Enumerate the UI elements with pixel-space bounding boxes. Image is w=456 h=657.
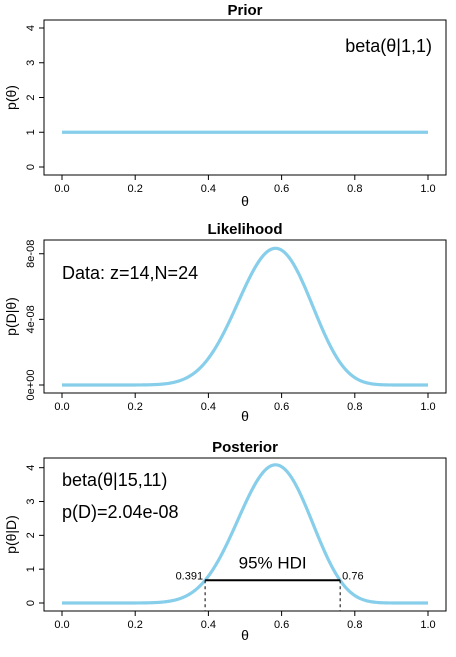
prior-annotation: beta(θ|1,1) bbox=[345, 36, 432, 56]
x-axis-label: θ bbox=[241, 193, 249, 209]
y-tick-label: 1 bbox=[25, 129, 37, 135]
x-tick-label: 0.0 bbox=[54, 183, 69, 195]
x-tick-label: 0.0 bbox=[54, 619, 69, 631]
x-tick-label: 0.6 bbox=[274, 619, 289, 631]
chart-title: Posterior bbox=[212, 439, 278, 456]
y-tick-label: 4 bbox=[25, 465, 37, 471]
y-tick-label: 0e+00 bbox=[25, 370, 37, 401]
density-curve bbox=[61, 246, 429, 387]
y-tick-label: 0 bbox=[25, 164, 37, 170]
hdi-low-label: 0.391 bbox=[176, 570, 204, 582]
x-axis-label: θ bbox=[241, 627, 249, 643]
panel-posterior: Posterior 0.0 0.2 0.4 0.6 0.8 1.0 θ 0 1 2 3 4 p(θ|D) b… bbox=[3, 439, 447, 643]
y-axis-label: p(θ|D) bbox=[3, 515, 19, 554]
x-tick-label: 1.0 bbox=[420, 619, 435, 631]
x-tick-label: 0.6 bbox=[274, 183, 289, 195]
hdi-label: 95% HDI bbox=[239, 553, 307, 572]
plot-frame bbox=[43, 239, 447, 394]
density-curve bbox=[61, 463, 429, 605]
chart-title: Likelihood bbox=[208, 221, 283, 238]
y-tick-label: 3 bbox=[25, 498, 37, 504]
panel-likelihood: Likelihood 0.0 0.2 0.4 0.6 0.8 1.0 θ 0e+00 4e-08 8… bbox=[3, 221, 447, 424]
x-tick-label: 0.8 bbox=[347, 183, 362, 195]
x-tick-label: 0.0 bbox=[54, 401, 69, 413]
x-tick-label: 1.0 bbox=[420, 401, 435, 413]
chart-title: Prior bbox=[227, 2, 262, 19]
x-tick-label: 0.2 bbox=[128, 619, 143, 631]
x-tick-label: 1.0 bbox=[420, 183, 435, 195]
x-tick-label: 0.2 bbox=[128, 401, 143, 413]
x-axis-label: θ bbox=[241, 408, 249, 424]
x-tick-label: 0.8 bbox=[347, 619, 362, 631]
y-tick-label: 2 bbox=[25, 532, 37, 538]
y-tick-label: 0 bbox=[25, 600, 37, 606]
x-tick-label: 0.4 bbox=[201, 619, 216, 631]
y-tick-label: 3 bbox=[25, 60, 37, 66]
y-axis-label: p(θ) bbox=[3, 85, 19, 110]
x-tick-label: 0.2 bbox=[128, 183, 143, 195]
y-tick-label: 8e-08 bbox=[25, 240, 37, 268]
x-tick-label: 0.4 bbox=[201, 183, 216, 195]
y-tick-label: 4 bbox=[25, 25, 37, 31]
evidence-annotation: p(D)=2.04e-08 bbox=[62, 502, 179, 522]
y-tick-label: 2 bbox=[25, 94, 37, 100]
panel-prior: Prior 0.0 0.2 0.4 0.6 0.8 1.0 θ 0 1 2 3 4 p(θ) beta(θ|… bbox=[3, 2, 447, 209]
posterior-annotation: beta(θ|15,11) bbox=[62, 470, 167, 490]
plot-frame bbox=[43, 457, 447, 612]
x-tick-label: 0.8 bbox=[347, 401, 362, 413]
x-tick-label: 0.6 bbox=[274, 401, 289, 413]
hdi-high-label: 0.76 bbox=[342, 570, 363, 582]
y-tick-label: 4e-08 bbox=[25, 305, 37, 333]
x-tick-label: 0.4 bbox=[201, 401, 216, 413]
y-axis-label: p(D|θ) bbox=[3, 297, 19, 336]
data-annotation: Data: z=14,N=24 bbox=[62, 263, 198, 283]
y-tick-label: 1 bbox=[25, 566, 37, 572]
